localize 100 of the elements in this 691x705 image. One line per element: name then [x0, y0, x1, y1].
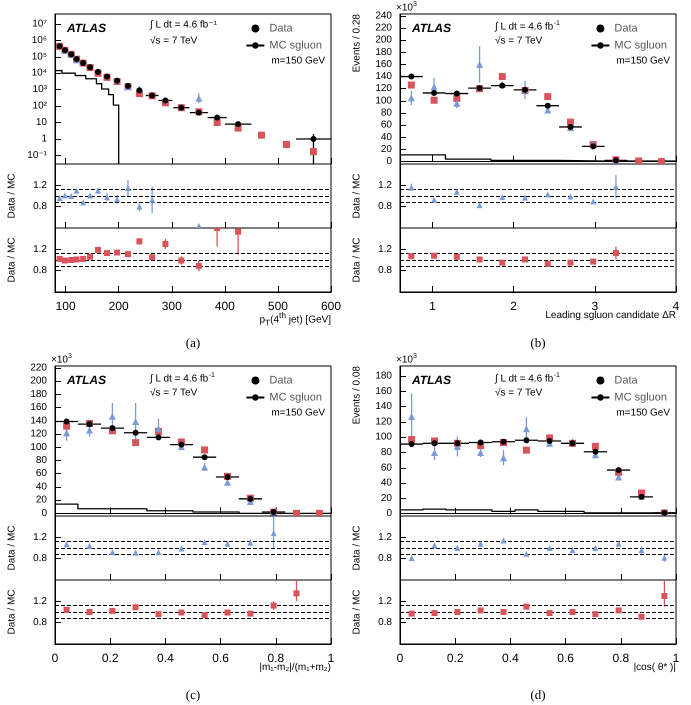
y-tick-label: 0.8	[378, 201, 392, 212]
y-tick-label: 10⁷	[32, 18, 48, 30]
y-tick-label: 120	[30, 428, 48, 440]
x-tick-label: 1	[672, 651, 680, 665]
y-tick-label: 10²	[32, 100, 48, 112]
y-tick-label: 220	[375, 22, 392, 34]
y-tick-label: 40	[36, 481, 48, 492]
text: (d)	[530, 687, 546, 702]
x-tick-label: 0.2	[446, 651, 464, 665]
x-axis-title: |cos( θ* )|	[634, 662, 676, 673]
y-tick-label: 1.2	[378, 532, 392, 543]
x-tick-label: 0.6	[212, 651, 230, 665]
y-axis-title: Events / 0.28	[352, 14, 362, 72]
y-tick-label: 10⁴	[32, 68, 47, 79]
y-tick-label: 160	[30, 402, 48, 414]
y-tick-label: 80	[36, 454, 48, 466]
x-tick-label: 1	[328, 651, 335, 665]
text: (a)	[186, 335, 200, 350]
x-axis-title: p$_{T}$(4$^{th}$ jet) [GeV]	[259, 310, 331, 328]
x-tick-label: 0.8	[612, 651, 630, 665]
y-tick-label: 100	[375, 432, 392, 443]
annotation: ATLAS	[66, 373, 106, 387]
y-tick-label: 1.2	[378, 596, 392, 607]
y-tick-label: 20	[36, 494, 48, 506]
y-axis-title: Data / MC	[6, 237, 18, 283]
text: (c)	[186, 687, 200, 702]
y-tick-label: 200	[30, 376, 48, 387]
y-tick-label: 40	[380, 132, 392, 143]
x-tick-label: 600	[320, 299, 342, 313]
annotation: √s = 7 TeV	[150, 388, 198, 398]
y-tick-label: 40	[380, 478, 392, 489]
annotation: m=150 GeV	[271, 56, 326, 66]
legend-label: Data	[614, 22, 639, 34]
y-tick-label: 180	[375, 370, 392, 382]
legend-label: MC sgluon	[614, 392, 667, 404]
y-axis-title: Data / MC	[352, 237, 362, 283]
y-tick-label: 60	[380, 120, 392, 131]
legend-label: Data	[269, 22, 294, 34]
y-tick-label: 140	[375, 71, 392, 82]
x-tick-label: 200	[108, 299, 130, 313]
y-tick-label: 0.8	[378, 553, 392, 564]
annotation: ATLAS	[66, 21, 106, 35]
y-tick-label: 160	[375, 58, 392, 70]
y-tick-label: 0	[41, 508, 48, 519]
y-tick-label: 60	[380, 462, 392, 474]
y-tick-label: 1	[41, 133, 48, 144]
x-tick-label: 300	[162, 299, 182, 313]
y-axis-title: Data / MC	[6, 173, 18, 219]
y-tick-label: 0.8	[378, 617, 392, 628]
y-tick-label: 120	[375, 83, 392, 94]
x-tick-label: 2	[510, 299, 518, 313]
y-tick-label: 160	[375, 386, 392, 397]
y-tick-label: 1.2	[33, 596, 48, 607]
legend-label: MC sgluon	[614, 40, 667, 52]
annotation: m=150 GeV	[271, 408, 326, 418]
y-tick-label: 10⁵	[32, 51, 47, 62]
annotation: ATLAS	[411, 21, 452, 35]
y-tick-label: 10⁻¹	[27, 150, 48, 161]
y-tick-label: 0.8	[33, 553, 48, 564]
y-tick-label: 180	[30, 388, 48, 400]
y-axis-title: Data / MC	[6, 525, 18, 571]
x-tick-label: 0.2	[102, 651, 119, 665]
y-tick-label: 1.2	[33, 180, 48, 191]
annotation: m=150 GeV	[616, 56, 670, 66]
y-axis-title: Events / 0.08	[352, 366, 362, 424]
y-tick-label: 0	[386, 508, 392, 520]
annotation: √s = 7 TeV	[150, 36, 198, 46]
annotation: √s = 7 TeV	[495, 388, 543, 398]
y-tick-label: 140	[30, 415, 48, 426]
y-tick-label: 1.2	[378, 180, 392, 191]
x-tick-label: 100	[56, 299, 76, 313]
y-axis-title: Data / MC	[6, 589, 18, 635]
y-tick-label: 200	[375, 34, 392, 46]
y-tick-label: 20	[380, 492, 392, 504]
y-tick-label: 1.2	[33, 244, 48, 255]
y-tick-label: 0.8	[33, 201, 48, 212]
x-tick-label: 0.4	[157, 651, 174, 665]
annotation: m=150 GeV	[616, 408, 670, 418]
annotation: ∫ L dt = 4.6 fb⁻¹	[149, 20, 218, 30]
y-tick-label: 0	[386, 156, 392, 168]
x-tick-label: 0.6	[557, 651, 574, 665]
y-tick-label: 240	[375, 10, 392, 22]
legend-label: MC sgluon	[269, 392, 322, 404]
y-tick-label: 180	[375, 46, 392, 58]
text: (b)	[530, 335, 546, 350]
x-tick-label: 1	[429, 299, 436, 313]
y-tick-label: 0.8	[33, 617, 48, 628]
y-tick-label: 80	[380, 446, 392, 458]
y-tick-label: 60	[36, 468, 48, 480]
y-tick-label: 220	[30, 362, 48, 374]
y-axis-title: Data / MC	[352, 525, 362, 571]
x-tick-label: 400	[214, 299, 236, 313]
y-tick-label: 100	[30, 442, 48, 453]
annotation: √s = 7 TeV	[495, 36, 543, 46]
y-tick-label: 100	[375, 95, 392, 106]
y-tick-label: 0.8	[33, 265, 48, 276]
y-tick-label: 1.2	[378, 244, 392, 255]
x-tick-label: 0	[396, 651, 404, 665]
x-axis-title: |m₁-m₂|/(m₁+m₂)	[259, 662, 331, 673]
x-tick-label: 500	[268, 299, 288, 313]
